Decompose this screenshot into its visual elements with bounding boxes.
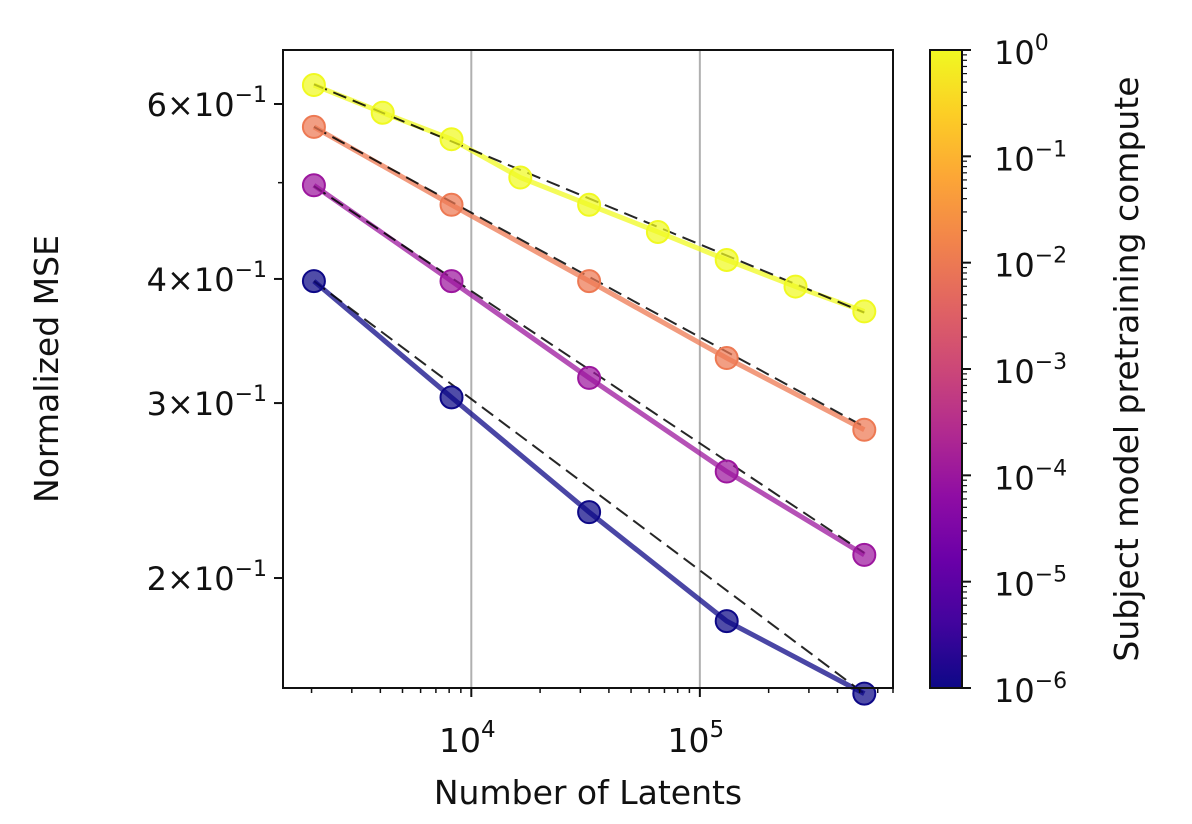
x-axis-label: Number of Latents <box>434 773 742 812</box>
series-3 <box>301 73 877 324</box>
colorbar-tick-label: 10−2 <box>994 244 1067 285</box>
colorbar: 10−6 10−5 10−4 10−3 10−2 10−1 100 <box>929 31 1067 710</box>
data-point <box>645 219 670 244</box>
fit-line <box>313 280 865 695</box>
y-tick-label: 4×10−1 <box>147 258 267 299</box>
data-point <box>577 365 602 390</box>
y-tick-label: 3×10−1 <box>147 382 267 423</box>
colorbar-label: Subject model pretraining compute <box>1107 76 1146 661</box>
data-point <box>714 609 739 634</box>
colorbar-gradient <box>930 50 962 688</box>
colorbar-tick-label: 10−1 <box>994 137 1067 178</box>
plot-frame <box>282 49 894 689</box>
series-2 <box>301 114 877 442</box>
data-point <box>439 385 464 410</box>
data-point <box>301 173 326 198</box>
y-tick-label: 2×10−1 <box>147 557 267 598</box>
colorbar-tick-label: 10−6 <box>994 669 1067 710</box>
data-point <box>852 299 877 324</box>
data-point <box>714 247 739 272</box>
grid-layer <box>470 50 701 688</box>
data-point <box>370 100 395 125</box>
colorbar-tick-label: 100 <box>994 31 1049 72</box>
y-axis: 2×10−1 3×10−1 4×10−1 6×10−1 <box>147 83 283 598</box>
y-tick-label: 6×10−1 <box>147 83 267 124</box>
data-point <box>577 192 602 217</box>
data-point <box>301 73 326 98</box>
colorbar-tick-label: 10−3 <box>994 350 1067 391</box>
data-point <box>301 269 326 294</box>
series-1 <box>301 173 877 567</box>
colorbar-tick-label: 10−5 <box>994 563 1067 604</box>
data-point <box>439 269 464 294</box>
data-point <box>301 114 326 139</box>
data-point <box>508 165 533 190</box>
data-point <box>714 459 739 484</box>
data-point <box>783 274 808 299</box>
x-tick-label: 104 <box>439 717 496 760</box>
data-point <box>439 127 464 152</box>
data-point <box>852 681 877 706</box>
data-point <box>577 500 602 525</box>
colorbar-tick-label: 10−4 <box>994 456 1067 497</box>
data-point <box>577 269 602 294</box>
fit-line <box>313 185 865 554</box>
data-point <box>852 542 877 567</box>
data-point <box>852 417 877 442</box>
series-layer <box>301 73 877 706</box>
series-0 <box>301 269 877 706</box>
y-axis-label: Normalized MSE <box>27 235 66 503</box>
data-point <box>439 192 464 217</box>
x-tick-label: 105 <box>668 717 725 760</box>
x-axis: 104 105 <box>310 688 894 760</box>
data-point <box>714 346 739 371</box>
